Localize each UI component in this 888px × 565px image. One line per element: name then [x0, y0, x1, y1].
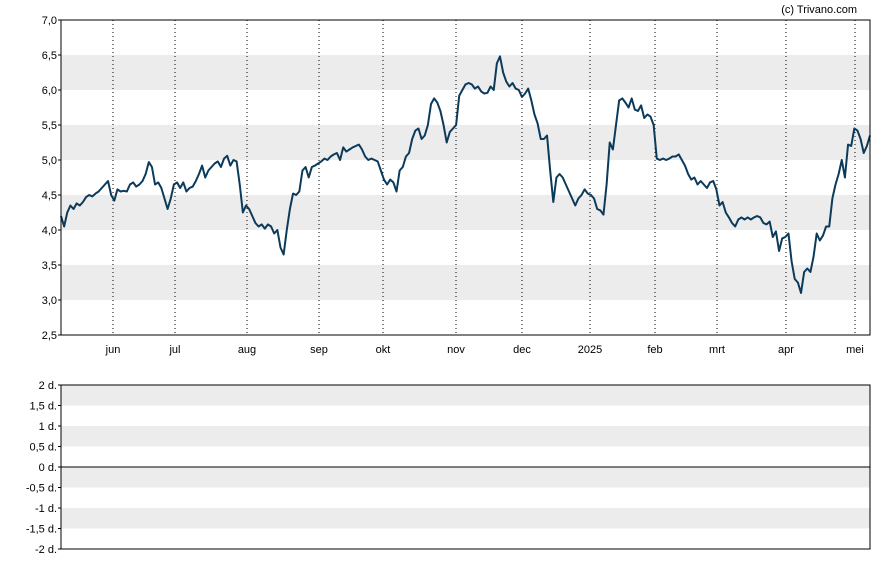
y-tick-label: 3,5 [42, 260, 57, 272]
y-tick-label: 6,0 [42, 85, 57, 97]
x-tick-label: mei [846, 344, 864, 356]
y-tick-label: 1,5 d. [29, 401, 57, 413]
dividend-chart-panel: 2 d. 1,5 d. 1 d. 0,5 d. 0 d. -0,5 d. -1 d. -1,5… [26, 380, 871, 556]
grid-band [61, 385, 870, 406]
x-tick-label: jul [168, 344, 180, 356]
y-tick-label: 5,0 [42, 155, 57, 167]
x-tick-label: jun [105, 344, 121, 356]
y-tick-label: -1 d. [35, 503, 57, 515]
y-tick-label: 1 d. [39, 421, 57, 433]
x-tick-label: feb [647, 344, 662, 356]
x-tick-label: mrt [709, 344, 725, 356]
x-tick-label: okt [376, 344, 391, 356]
y-tick-label: 3,0 [42, 295, 57, 307]
y-tick-label: 5,5 [42, 120, 57, 132]
x-tick-label: nov [447, 344, 465, 356]
y-tick-label: 7,0 [42, 15, 57, 27]
y-tick-label: -0,5 d. [26, 483, 57, 495]
plot-frame [60, 19, 871, 336]
grid-band [61, 467, 870, 488]
x-tick-label: dec [513, 344, 531, 356]
y-tick-label: 0 d. [39, 462, 57, 474]
y-tick-label: 0,5 d. [29, 442, 57, 454]
x-tick-label: apr [778, 344, 794, 356]
y-tick-label: -2 d. [35, 544, 57, 556]
grid-band [61, 508, 870, 529]
grid-band [61, 426, 870, 447]
price-series-line [60, 55, 871, 294]
y-tick-label: 2 d. [39, 380, 57, 392]
plot-frame [60, 384, 871, 550]
y-tick-label: 2,5 [42, 330, 57, 342]
y-tick-label: 4,0 [42, 225, 57, 237]
credit-text: (c) Trivano.com [781, 4, 857, 16]
y-tick-label: -1,5 d. [26, 524, 57, 536]
grid-band [61, 195, 870, 230]
grid-band [61, 125, 870, 160]
grid-band [61, 265, 870, 300]
x-tick-label: sep [310, 344, 328, 356]
x-tick-label: 2025 [578, 344, 602, 356]
y-tick-label: 4,5 [42, 190, 57, 202]
x-tick-label: aug [238, 344, 256, 356]
price-chart-panel: jun jul aug sep okt nov dec 2025 feb mrt apr mei 2,5… [42, 15, 871, 356]
y-tick-label: 6,5 [42, 50, 57, 62]
